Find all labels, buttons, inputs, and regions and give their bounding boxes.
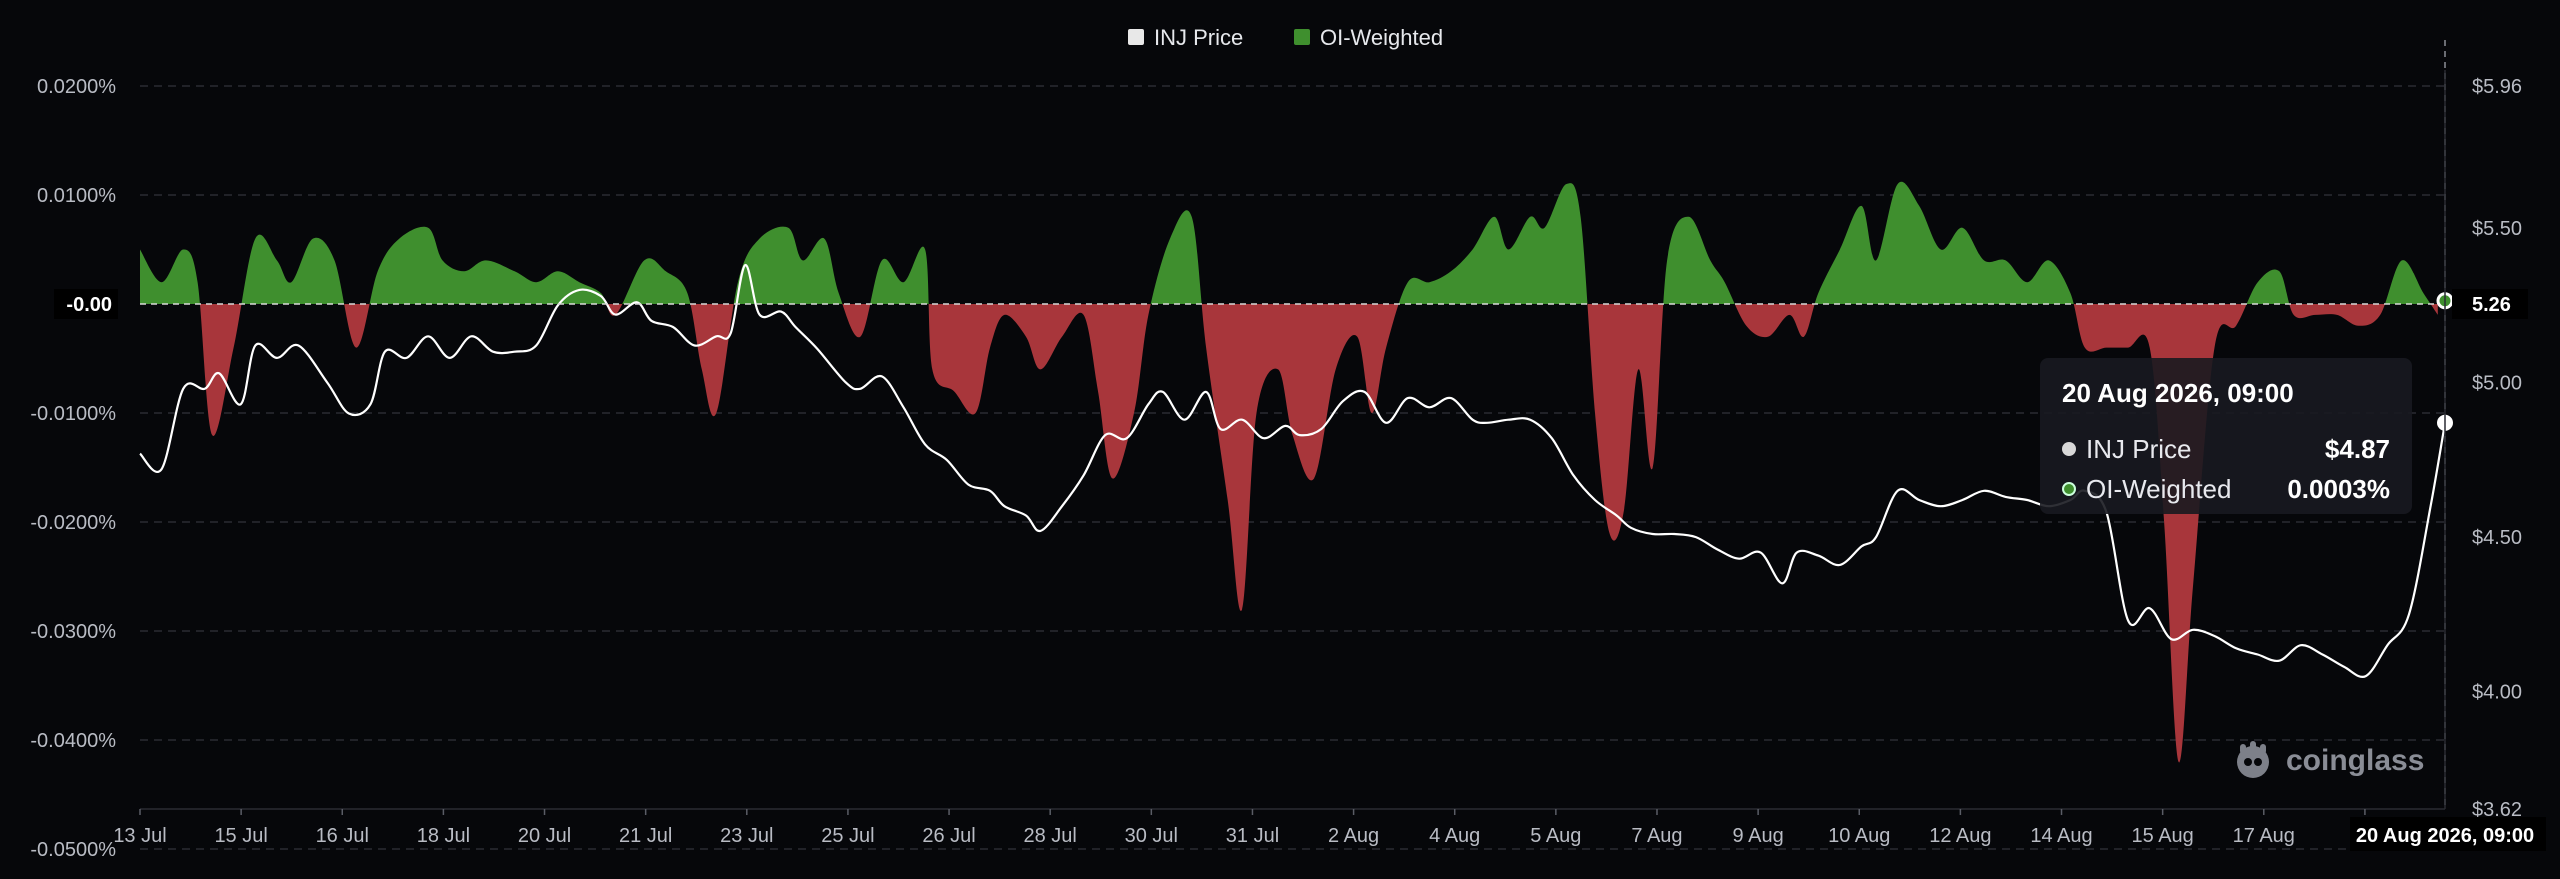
tooltip-label: INJ Price bbox=[2086, 433, 2192, 464]
legend-item-oi-weighted[interactable]: OI-Weighted bbox=[1294, 25, 1443, 50]
crosshair-right-label-bg bbox=[2452, 289, 2528, 319]
legend-swatch-icon bbox=[1294, 29, 1310, 45]
y-right-tick-label: $4.50 bbox=[2472, 527, 2522, 549]
tooltip-label: OI-Weighted bbox=[2086, 473, 2232, 504]
x-tick-label: 25 Jul bbox=[821, 825, 874, 847]
coinglass-watermark: coinglass bbox=[2230, 738, 2424, 784]
x-tick-label: 5 Aug bbox=[1530, 825, 1581, 847]
x-tick-label: 13 Jul bbox=[113, 825, 166, 847]
x-axis: 13 Jul 15 Jul 16 Jul 18 Jul 20 Jul 21 Jul 23 J… bbox=[113, 808, 2546, 851]
oi-dot-icon bbox=[2062, 482, 2076, 496]
tooltip-value: $4.87 bbox=[2324, 433, 2390, 464]
legend-swatch-icon bbox=[1128, 29, 1144, 45]
x-tick-label: 16 Jul bbox=[316, 825, 369, 847]
y-left-tick-label: -0.0100% bbox=[30, 403, 116, 425]
crosshair-left-label-bg bbox=[54, 289, 118, 319]
y-right-tick-label: $5.96 bbox=[2472, 76, 2522, 98]
crosshair-x-label-bg bbox=[2350, 817, 2546, 851]
y-right-tick-label: $5.50 bbox=[2472, 218, 2522, 240]
y-left-tick-label: 0.0100% bbox=[37, 185, 116, 207]
legend-label: OI-Weighted bbox=[1320, 25, 1443, 50]
y-left-tick-label: -0.0400% bbox=[30, 730, 116, 752]
y-right-tick-label: $3.62 bbox=[2472, 799, 2522, 821]
x-tick-label: 14 Aug bbox=[2030, 825, 2092, 847]
y-left-tick-label: -0.0500% bbox=[30, 839, 116, 861]
x-tick-label: 26 Jul bbox=[922, 825, 975, 847]
tooltip-value: 0.0003% bbox=[2287, 473, 2390, 504]
x-tick-label: 15 Jul bbox=[214, 825, 267, 847]
x-tick-label: 23 Jul bbox=[720, 825, 773, 847]
x-tick-label: 4 Aug bbox=[1429, 825, 1480, 847]
x-tick-label: 21 Jul bbox=[619, 825, 672, 847]
coinglass-logo-icon bbox=[2237, 741, 2269, 778]
x-tick-label: 17 Aug bbox=[2233, 825, 2295, 847]
y-left-tick-label: -0.0300% bbox=[30, 621, 116, 643]
x-tick-label: 15 Aug bbox=[2132, 825, 2194, 847]
oi-weighted-area bbox=[140, 181, 2438, 763]
y-axis-right: $5.96 $5.50 $5.00 $4.50 $4.00 $3.62 bbox=[2444, 70, 2522, 821]
x-tick-label: 20 Jul bbox=[518, 825, 571, 847]
tooltip-title: 20 Aug 2026, 09:00 bbox=[2062, 378, 2294, 408]
x-tick-label: 18 Jul bbox=[417, 825, 470, 847]
oi-weighted-positive-area bbox=[140, 181, 2438, 304]
x-tick-label: 7 Aug bbox=[1631, 825, 1682, 847]
oi-weighted-negative-area bbox=[140, 304, 2438, 763]
x-tick-label: 30 Jul bbox=[1125, 825, 1178, 847]
tooltip-row-price: INJ Price $4.87 bbox=[2062, 429, 2390, 469]
legend-label: INJ Price bbox=[1154, 25, 1243, 50]
crosshair-x-label: 20 Aug 2026, 09:00 bbox=[2356, 825, 2534, 847]
tooltip-row-oi: OI-Weighted 0.0003% bbox=[2062, 469, 2390, 509]
price-dot-icon bbox=[2062, 442, 2076, 456]
y-right-tick-label: $5.00 bbox=[2472, 373, 2522, 395]
crosshair-right-label: 5.26 bbox=[2472, 294, 2511, 316]
x-tick-label: 28 Jul bbox=[1024, 825, 1077, 847]
hover-tooltip: 20 Aug 2026, 09:00 INJ Price $4.87 OI-We… bbox=[2040, 358, 2412, 514]
x-tick-label: 2 Aug bbox=[1328, 825, 1379, 847]
legend[interactable]: INJ Price OI-Weighted bbox=[1128, 25, 1443, 50]
y-left-tick-label: -0.0200% bbox=[30, 512, 116, 534]
x-tick-label: 10 Aug bbox=[1828, 825, 1890, 847]
legend-item-inj-price[interactable]: INJ Price bbox=[1128, 25, 1243, 50]
y-left-tick-label: 0.0200% bbox=[37, 76, 116, 98]
x-tick-label: 12 Aug bbox=[1929, 825, 1991, 847]
x-tick-label: 31 Jul bbox=[1226, 825, 1279, 847]
brand-name: coinglass bbox=[2286, 744, 2425, 777]
crosshair-left-label: -0.00 bbox=[66, 294, 112, 316]
x-tick-label: 9 Aug bbox=[1733, 825, 1784, 847]
y-right-tick-label: $4.00 bbox=[2472, 682, 2522, 704]
y-axis-left: 0.0200% 0.0100% -0.0100% -0.0200% -0.0300% -0… bbox=[30, 76, 116, 861]
